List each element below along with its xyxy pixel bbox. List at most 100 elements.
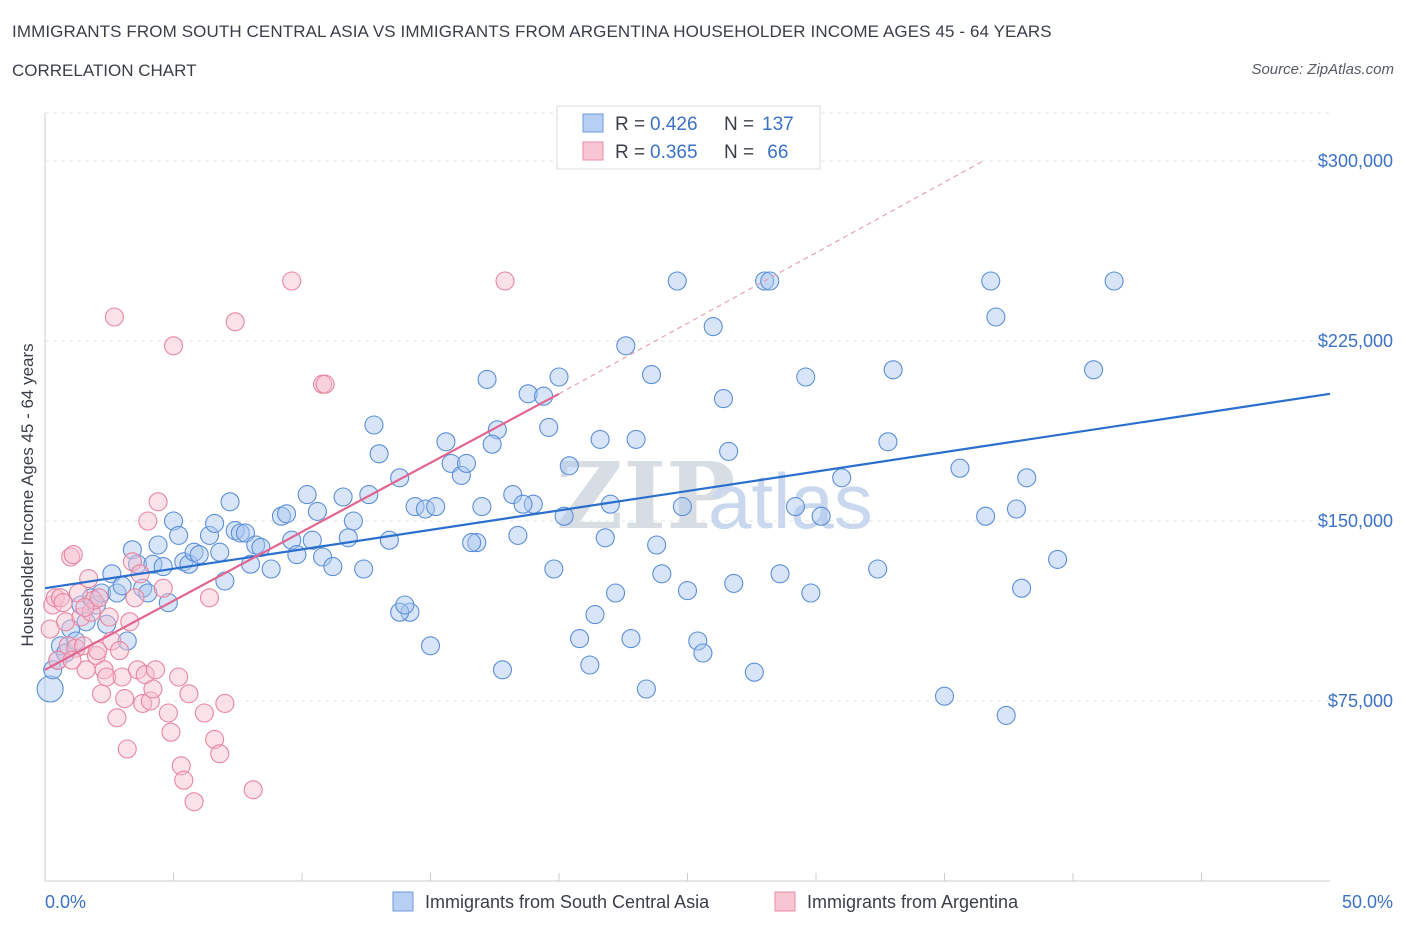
point-south-central-asia-86 [585, 605, 605, 625]
point-south-central-asia-21 [148, 535, 168, 555]
bottom-legend-label-1: Immigrants from South Central Asia [425, 892, 710, 912]
point-south-central-asia-105 [724, 573, 744, 593]
point-argentina-58 [243, 780, 263, 800]
point-south-central-asia-113 [832, 468, 852, 488]
point-south-central-asia-118 [950, 458, 970, 478]
point-south-central-asia-103 [713, 389, 734, 409]
point-south-central-asia-48 [313, 547, 333, 567]
point-south-central-asia-81 [549, 367, 569, 387]
trend-lines [44, 160, 1331, 671]
point-south-central-asia-131 [513, 494, 533, 514]
point-south-central-asia-111 [796, 367, 816, 387]
point-south-central-asia-72 [482, 434, 502, 454]
point-argentina-23 [99, 607, 119, 627]
legend-n-value-1: 137 [762, 114, 794, 135]
point-south-central-asia-67 [456, 453, 477, 473]
point-argentina-30 [117, 739, 137, 759]
legend-swatch-pink [582, 141, 604, 161]
point-south-central-asia-100 [688, 631, 708, 651]
point-south-central-asia-40 [261, 559, 281, 579]
point-argentina-44 [158, 703, 178, 723]
point-south-central-asia-0 [36, 675, 64, 703]
point-argentina-15 [79, 569, 99, 589]
legend-r-value-2: 0.365 [650, 142, 698, 163]
point-argentina-46 [163, 336, 184, 356]
point-south-central-asia-87 [595, 528, 615, 548]
axes [44, 113, 1330, 882]
point-south-central-asia-85 [580, 655, 600, 675]
point-argentina-33 [125, 588, 145, 608]
point-south-central-asia-29 [189, 545, 209, 565]
bottom-legend-swatch-blue [392, 891, 414, 912]
point-south-central-asia-54 [359, 485, 379, 505]
legend-n-value-2: 66 [762, 142, 788, 163]
point-argentina-52 [194, 703, 214, 723]
bottom-legend-swatch-pink [774, 891, 796, 912]
point-argentina-49 [174, 770, 194, 790]
point-south-central-asia-28 [184, 542, 204, 562]
point-south-central-asia-88 [590, 429, 610, 449]
tick-labels: $75,000 $150,000 $225,000 $300,000 0.0% 50.0% [45, 151, 1393, 912]
legend-swatch-blue [582, 113, 604, 133]
point-south-central-asia-82 [554, 506, 574, 526]
point-south-central-asia-56 [369, 444, 389, 464]
point-south-central-asia-128 [801, 583, 821, 603]
point-argentina-51 [184, 792, 204, 812]
x-tick-label-1: 50.0% [1342, 892, 1393, 912]
point-south-central-asia-110 [785, 497, 805, 517]
x-tick-label-0: 0.0% [45, 892, 86, 912]
point-south-central-asia-134 [621, 629, 641, 649]
point-south-central-asia-97 [667, 271, 687, 291]
point-south-central-asia-75 [508, 525, 528, 545]
point-argentina-39 [140, 691, 160, 711]
point-south-central-asia-133 [395, 595, 415, 615]
point-argentina-43 [153, 578, 173, 598]
point-south-central-asia-64 [436, 432, 456, 452]
point-south-central-asia-127 [1104, 271, 1124, 291]
point-south-central-asia-30 [199, 525, 220, 545]
point-south-central-asia-47 [307, 501, 327, 521]
point-south-central-asia-42 [277, 504, 297, 524]
point-south-central-asia-116 [883, 360, 903, 380]
point-south-central-asia-41 [271, 506, 291, 526]
point-argentina-40 [143, 679, 163, 699]
point-south-central-asia-135 [215, 571, 235, 591]
point-south-central-asia-132 [462, 533, 482, 553]
point-south-central-asia-69 [472, 497, 492, 517]
point-south-central-asia-119 [976, 506, 996, 526]
point-argentina-22 [97, 667, 117, 687]
point-south-central-asia-31 [205, 513, 225, 533]
point-south-central-asia-114 [868, 559, 888, 579]
legend-n-label-2: N = [724, 142, 754, 163]
point-south-central-asia-109 [770, 564, 790, 584]
chart-subtitle: CORRELATION CHART [12, 61, 197, 80]
bottom-legend-label-2: Immigrants from Argentina [807, 892, 1019, 912]
point-south-central-asia-74 [503, 485, 523, 505]
point-argentina-12 [71, 607, 91, 627]
point-south-central-asia-58 [390, 468, 410, 488]
point-argentina-42 [148, 492, 168, 512]
point-south-central-asia-94 [641, 365, 662, 385]
point-south-central-asia-102 [703, 317, 723, 337]
point-south-central-asia-62 [420, 636, 441, 656]
point-argentina-8 [61, 547, 81, 567]
point-argentina-57 [225, 312, 245, 332]
point-south-central-asia-73 [492, 660, 513, 680]
point-south-central-asia-101 [693, 643, 713, 663]
point-south-central-asia-92 [626, 429, 646, 449]
point-south-central-asia-112 [811, 506, 831, 526]
point-argentina-38 [138, 511, 158, 531]
legend-r-label-2: R = [615, 142, 645, 163]
point-south-central-asia-93 [636, 679, 656, 699]
point-argentina-20 [91, 684, 112, 704]
point-argentina-65 [75, 597, 95, 617]
point-south-central-asia-121 [986, 307, 1006, 327]
point-argentina-56 [215, 693, 235, 713]
point-argentina-36 [133, 693, 153, 713]
point-argentina-9 [63, 545, 83, 565]
point-south-central-asia-91 [616, 336, 636, 356]
point-south-central-asia-104 [719, 441, 739, 461]
point-south-central-asia-124 [1017, 468, 1037, 488]
point-south-central-asia-38 [246, 535, 266, 555]
point-argentina-53 [199, 588, 220, 608]
